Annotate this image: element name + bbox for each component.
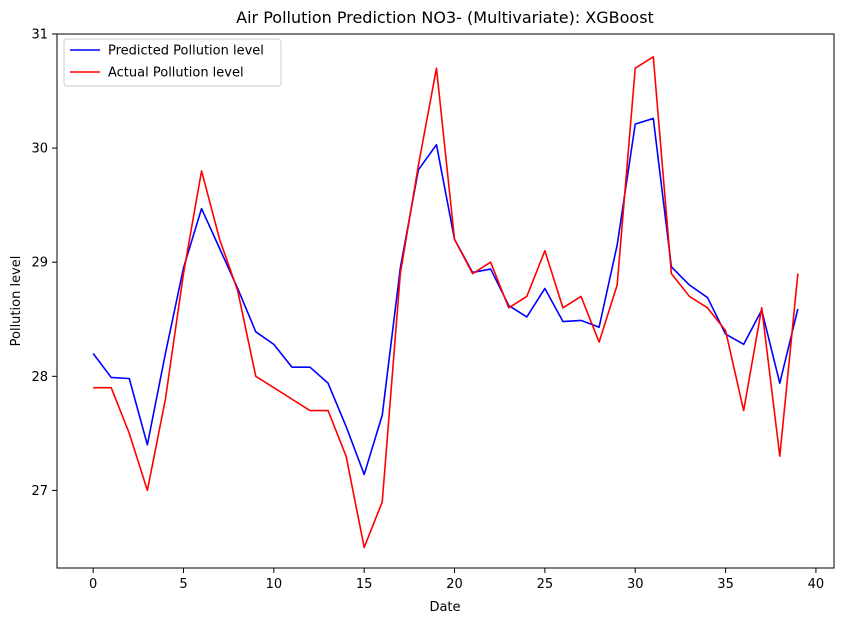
x-tick-label: 15 — [356, 577, 373, 592]
x-tick-label: 20 — [446, 577, 463, 592]
x-tick-label: 40 — [808, 577, 825, 592]
y-tick-label: 29 — [31, 256, 48, 271]
x-axis: 0 5 10 15 20 25 30 35 40 — [89, 568, 824, 592]
series-lines — [92, 56, 799, 549]
legend-box — [63, 38, 282, 87]
x-tick-label: 25 — [537, 577, 554, 592]
x-tick-label: 30 — [627, 577, 644, 592]
x-tick-label: 10 — [266, 577, 283, 592]
y-axis-label: Pollution level — [9, 256, 24, 347]
y-tick-label: 31 — [31, 28, 48, 43]
y-tick-label: 28 — [31, 370, 48, 385]
chart-title: Air Pollution Prediction NO3- (Multivari… — [236, 8, 654, 27]
y-tick-label: 27 — [31, 484, 48, 499]
y-axis: 27 28 29 30 31 — [31, 28, 57, 499]
legend-label: Predicted Pollution level — [108, 44, 264, 59]
legend-label: Actual Pollution level — [108, 66, 244, 81]
series-line-predicted — [92, 117, 799, 476]
series-line-actual — [93, 56, 799, 549]
x-tick-label: 35 — [717, 577, 734, 592]
x-axis-label: Date — [429, 600, 460, 615]
plot-area — [56, 33, 835, 569]
y-tick-label: 30 — [31, 142, 48, 157]
x-tick-label: 0 — [89, 577, 97, 592]
x-tick-label: 5 — [179, 577, 187, 592]
legend: Predicted Pollution level Actual Pollutio… — [63, 38, 282, 87]
